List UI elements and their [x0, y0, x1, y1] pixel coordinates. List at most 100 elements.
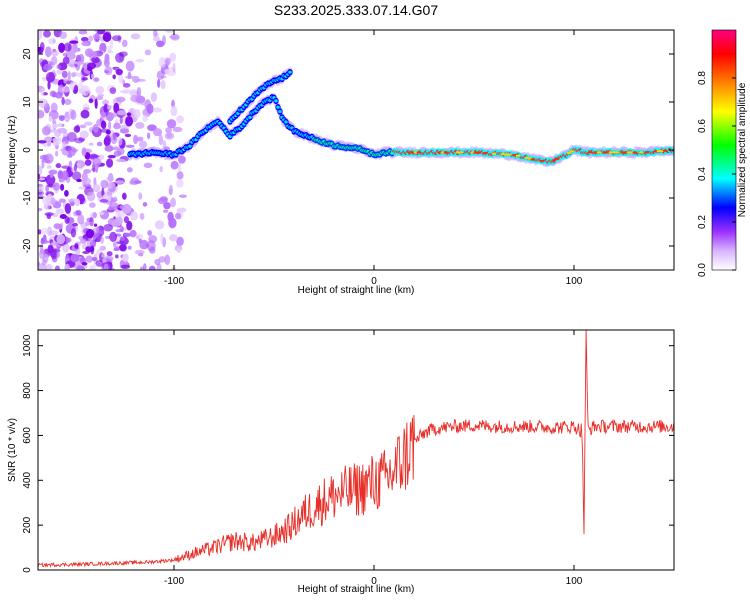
spectrogram-noise-blob [164, 57, 171, 66]
spectrogram-noise-blob [76, 159, 85, 170]
spectrogram-noise-blob [125, 75, 135, 79]
colorbar-label: Normalized spectral amplitude [737, 82, 748, 217]
spectrogram-noise-blob [106, 105, 112, 110]
spectrogram-noise-blob [110, 112, 118, 118]
snr-xtick-label: 100 [566, 576, 583, 587]
spectrogram-noise-blob [120, 264, 131, 269]
spectrogram-noise-blob [119, 128, 130, 134]
spectrogram-noise-blob [52, 119, 56, 124]
spectrogram-noise-blob [62, 56, 70, 65]
spectrogram-noise-blob [87, 49, 92, 58]
spectrogram-noise-blob [56, 251, 60, 259]
figure-title: S233.2025.333.07.14.G07 [274, 2, 438, 18]
spectrogram-ridge-peak [530, 158, 536, 161]
spectrogram-noise-blob [154, 258, 161, 266]
spectrogram-noise-blob [92, 157, 102, 167]
spectrogram-ridge-peak [416, 151, 422, 154]
spectrogram-noise-blob [95, 96, 104, 101]
spectrogram-noise-blob [108, 202, 119, 211]
spectrogram-noise-blob [73, 164, 78, 172]
spectrogram-noise-blob [122, 89, 132, 94]
spectrogram-noise-blob [148, 246, 156, 254]
spectrogram-noise-blob [40, 61, 45, 68]
spectrogram-noise-blob [123, 216, 130, 224]
spectrogram-noise-blob [123, 232, 132, 237]
spectrogram-noise-blob [136, 233, 144, 241]
spectrogram-xtick-label: 0 [371, 276, 377, 287]
spectrogram-noise-blob [119, 116, 123, 125]
spectrogram-noise-blob [174, 212, 182, 220]
spectrogram-noise-blob [135, 121, 145, 129]
spectrogram-noise-blob [48, 37, 56, 45]
spectrogram-ridge-peak [551, 159, 557, 162]
spectrogram-ridge-core [188, 144, 192, 148]
spectrogram-noise-blob [63, 78, 67, 84]
spectrogram-noise-blob [79, 124, 87, 129]
spectrogram-noise-blob [119, 205, 125, 210]
spectrogram-noise-blob [121, 203, 132, 214]
spectrogram-noise-blob [139, 266, 145, 270]
spectrogram-noise-blob [106, 191, 113, 196]
spectrogram-noise-blob [96, 30, 106, 35]
spectrogram-noise-blob [102, 99, 110, 106]
spectrogram-noise-blob [136, 87, 142, 98]
spectrogram-noise-blob [118, 243, 127, 252]
spectrogram-noise-blob [177, 162, 182, 173]
spectrogram-noise-blob [104, 145, 114, 152]
spectrogram-noise-blob [74, 243, 79, 249]
spectrogram-noise-blob [48, 116, 53, 122]
spectrogram-noise-blob [65, 117, 69, 121]
spectrogram-noise-blob [50, 197, 56, 206]
spectrogram-noise-blob [136, 136, 144, 142]
spectrogram-noise-blob [75, 209, 82, 216]
spectrogram-noise-blob [64, 203, 72, 214]
spectrogram-noise-blob [41, 125, 51, 136]
spectrogram-noise-blob [72, 222, 79, 227]
spectrogram-ridge-peak [638, 151, 644, 154]
spectrogram-noise-blob [51, 123, 58, 129]
snr-plot-area [38, 330, 674, 570]
spectrogram-noise-blob [94, 164, 99, 173]
spectrogram-noise-blob [106, 158, 114, 168]
spectrogram-noise-blob [71, 166, 75, 173]
spectrogram-noise-blob [71, 72, 77, 78]
spectrogram-noise-blob [66, 49, 75, 60]
spectrogram-ridge-core [288, 70, 292, 74]
snr-ylabel: SNR (10 * v/v) [7, 418, 18, 482]
spectrogram-noise-blob [68, 198, 75, 203]
spectrogram-noise-blob [110, 133, 118, 145]
spectrogram-noise-blob [176, 236, 184, 246]
spectrogram-noise-blob [47, 140, 51, 147]
spectrogram-noise-blob [98, 211, 105, 216]
spectrogram-noise-blob [118, 73, 124, 84]
spectrogram-noise-blob [41, 161, 45, 169]
spectrogram-noise-blob [120, 225, 124, 233]
spectrogram-noise-blob [139, 212, 145, 220]
spectrogram-noise-blob [170, 33, 179, 38]
spectrogram-noise-blob [42, 196, 48, 205]
snr-ytick-label: 600 [22, 427, 33, 444]
spectrogram-noise-blob [170, 197, 177, 208]
spectrogram-noise-blob [167, 211, 174, 222]
snr-ytick-label: 400 [22, 472, 33, 489]
spectrogram-noise-blob [95, 259, 104, 267]
spectrogram-ridge-peak [614, 151, 620, 154]
spectrogram-noise-blob [91, 264, 97, 270]
spectrogram-ridge-peak [644, 151, 650, 154]
spectrogram-noise-blob [93, 77, 100, 82]
spectrogram-noise-blob [112, 241, 117, 248]
spectrogram-noise-blob [86, 191, 96, 202]
spectrogram-noise-blob [52, 182, 61, 191]
spectrogram-noise-blob [56, 123, 63, 128]
spectrogram-ridge-peak [506, 153, 512, 156]
spectrogram-noise-blob [121, 192, 127, 200]
spectrogram-noise-blob [138, 192, 143, 200]
spectrogram-noise-blob [140, 102, 147, 106]
spectrogram-noise-blob [61, 165, 71, 169]
spectrogram-noise-blob [81, 41, 90, 47]
spectrogram-noise-blob [166, 119, 177, 129]
spectrogram-noise-blob [96, 225, 103, 235]
spectrogram-noise-blob [159, 165, 163, 173]
spectrogram-noise-blob [73, 84, 79, 94]
